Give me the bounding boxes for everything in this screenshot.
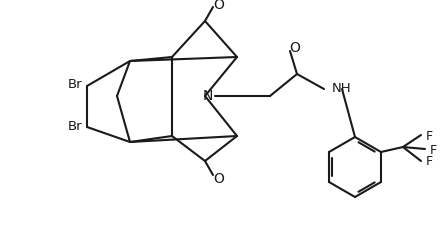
Text: O: O bbox=[289, 41, 301, 55]
Text: F: F bbox=[426, 155, 433, 168]
Text: NH: NH bbox=[332, 82, 351, 95]
Text: O: O bbox=[214, 0, 224, 12]
Text: Br: Br bbox=[67, 119, 82, 132]
Text: F: F bbox=[426, 129, 433, 142]
Text: F: F bbox=[430, 143, 437, 156]
Text: N: N bbox=[203, 89, 213, 103]
Text: O: O bbox=[214, 171, 224, 185]
Text: Br: Br bbox=[67, 78, 82, 91]
